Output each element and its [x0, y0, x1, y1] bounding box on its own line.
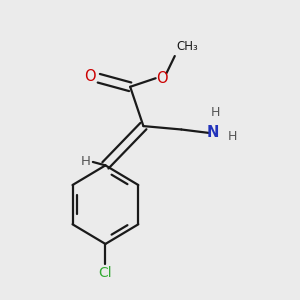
- Text: Cl: Cl: [99, 266, 112, 280]
- Text: H: H: [211, 106, 220, 119]
- Text: CH₃: CH₃: [176, 40, 198, 52]
- Text: N: N: [207, 125, 219, 140]
- Text: O: O: [84, 69, 95, 84]
- Text: H: H: [228, 130, 237, 143]
- Text: O: O: [156, 71, 167, 86]
- Text: H: H: [81, 155, 91, 169]
